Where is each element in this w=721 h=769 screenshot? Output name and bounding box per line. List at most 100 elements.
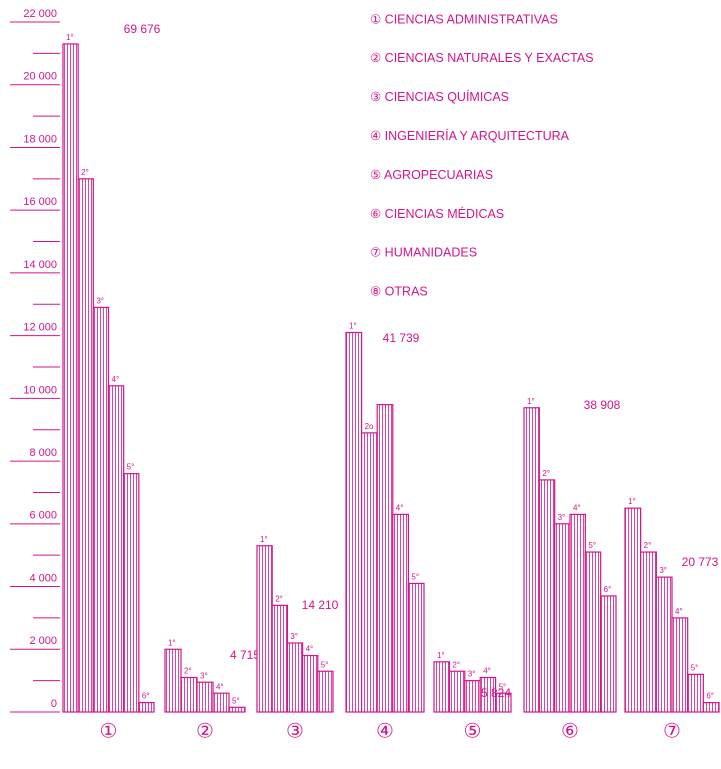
bar-label: 2°: [542, 469, 550, 478]
bar-label: 1°: [437, 651, 445, 660]
legend-entry: ⑥ CIENCIAS MÉDICAS: [370, 206, 504, 221]
bar: [584, 551, 602, 713]
group-label: ⑤: [464, 720, 482, 742]
group-label: ⑥: [561, 720, 579, 742]
bar: [77, 178, 94, 713]
bar-label: 2°: [452, 660, 460, 669]
bar-label: 6°: [706, 692, 714, 701]
bar: [107, 385, 125, 713]
bar: [495, 692, 512, 713]
bar-label: 5°: [232, 696, 240, 705]
y-tick-label: 0: [51, 698, 57, 710]
y-tick-label: 4 000: [29, 572, 57, 584]
total-label: 41 739: [383, 331, 420, 345]
bar: [196, 681, 214, 713]
bar: [433, 661, 450, 713]
group-label: ③: [286, 720, 304, 742]
bar-label: 3°: [96, 297, 104, 306]
bar: [671, 617, 689, 713]
bar: [286, 642, 304, 713]
legend-entry: ⑦ HUMANIDADES: [370, 246, 477, 260]
bar-label: 4°: [306, 645, 314, 654]
y-tick-label: 14 000: [23, 259, 57, 271]
y-tick-label: 22 000: [23, 8, 57, 20]
bar: [523, 407, 540, 713]
bar-label: 4°: [112, 375, 120, 384]
bar: [407, 582, 425, 713]
bar-label: 2°: [275, 594, 283, 603]
bar: [655, 576, 673, 713]
bar: [538, 479, 556, 713]
bar-label: 3°: [290, 632, 298, 641]
bar: [464, 680, 481, 713]
bar-label: 6°: [604, 585, 612, 594]
y-tick-label: 18 000: [23, 133, 57, 145]
legend-entry: ⑤ AGROPECUARIAS: [370, 168, 493, 182]
y-tick-label: 2 000: [29, 635, 57, 647]
bar-label: 3°: [558, 513, 566, 522]
bar-label: 4°: [573, 504, 581, 513]
bar: [212, 692, 230, 713]
bar-label: 1°: [168, 638, 176, 647]
bar-label: 5°: [321, 660, 329, 669]
total-label: 69 676: [124, 22, 161, 36]
bar: [600, 595, 617, 713]
legend-entry: ④ INGENIERÍA Y ARQUITECTURA: [370, 128, 570, 143]
group-label: ①: [100, 720, 118, 742]
total-label: 20 773: [682, 555, 719, 569]
bar-label: 2°: [81, 168, 89, 177]
bar-label: 2°: [644, 541, 652, 550]
bar-label: 5°: [588, 541, 596, 550]
legend-entry: ② CIENCIAS NATURALES Y EXACTAS: [370, 51, 594, 65]
bar: [345, 331, 363, 713]
bar-label: 1°: [628, 497, 636, 506]
bar-label: 1°: [527, 397, 535, 406]
bar: [640, 551, 657, 713]
bar: [392, 513, 409, 713]
bar-label: 1°: [260, 535, 268, 544]
bar: [228, 706, 246, 713]
total-label: 14 210: [302, 598, 339, 612]
bar-label: 5°: [499, 682, 507, 691]
bar-label: 2°: [184, 667, 192, 676]
y-tick-label: 10 000: [23, 384, 57, 396]
group-label: ④: [376, 720, 394, 742]
y-tick-label: 6 000: [29, 510, 57, 522]
total-label: 4 715: [230, 648, 260, 662]
bar: [687, 673, 704, 713]
y-tick-label: 12 000: [23, 322, 57, 334]
bar: [62, 43, 79, 713]
bar-label: 4°: [216, 682, 224, 691]
bar-label: 5°: [127, 463, 135, 472]
bar-label: 2o: [365, 422, 374, 431]
bar-label: 4°: [483, 667, 491, 676]
y-tick-label: 8 000: [29, 447, 57, 459]
bar: [624, 507, 642, 713]
bar: [361, 432, 378, 713]
bar: [256, 545, 273, 713]
total-label: 5 824: [481, 686, 511, 700]
legend-entry: ⑧ OTRAS: [370, 285, 428, 299]
bar: [302, 654, 319, 713]
bar: [554, 523, 571, 713]
bar-label: 3°: [659, 566, 667, 575]
bar-label: 4°: [396, 504, 404, 513]
bar-label: 3°: [468, 670, 476, 679]
bar: [317, 670, 334, 713]
bar-label: 1°: [66, 33, 74, 42]
bar-label: 4°: [675, 607, 683, 616]
bar: [180, 676, 198, 713]
y-tick-label: 16 000: [23, 196, 57, 208]
bar: [569, 513, 586, 713]
legend-entry: ① CIENCIAS ADMINISTRATIVAS: [370, 12, 558, 26]
bar: [271, 604, 289, 713]
bar-label: 5°: [411, 573, 419, 582]
bar: [138, 701, 155, 713]
bar-label: 5°: [691, 663, 699, 672]
legend-entry: ③ CIENCIAS QUÍMICAS: [370, 89, 509, 104]
bar-label: 6°: [142, 692, 150, 701]
bar-label: 3°: [200, 671, 208, 680]
bar: [164, 648, 182, 713]
bar: [92, 306, 110, 713]
